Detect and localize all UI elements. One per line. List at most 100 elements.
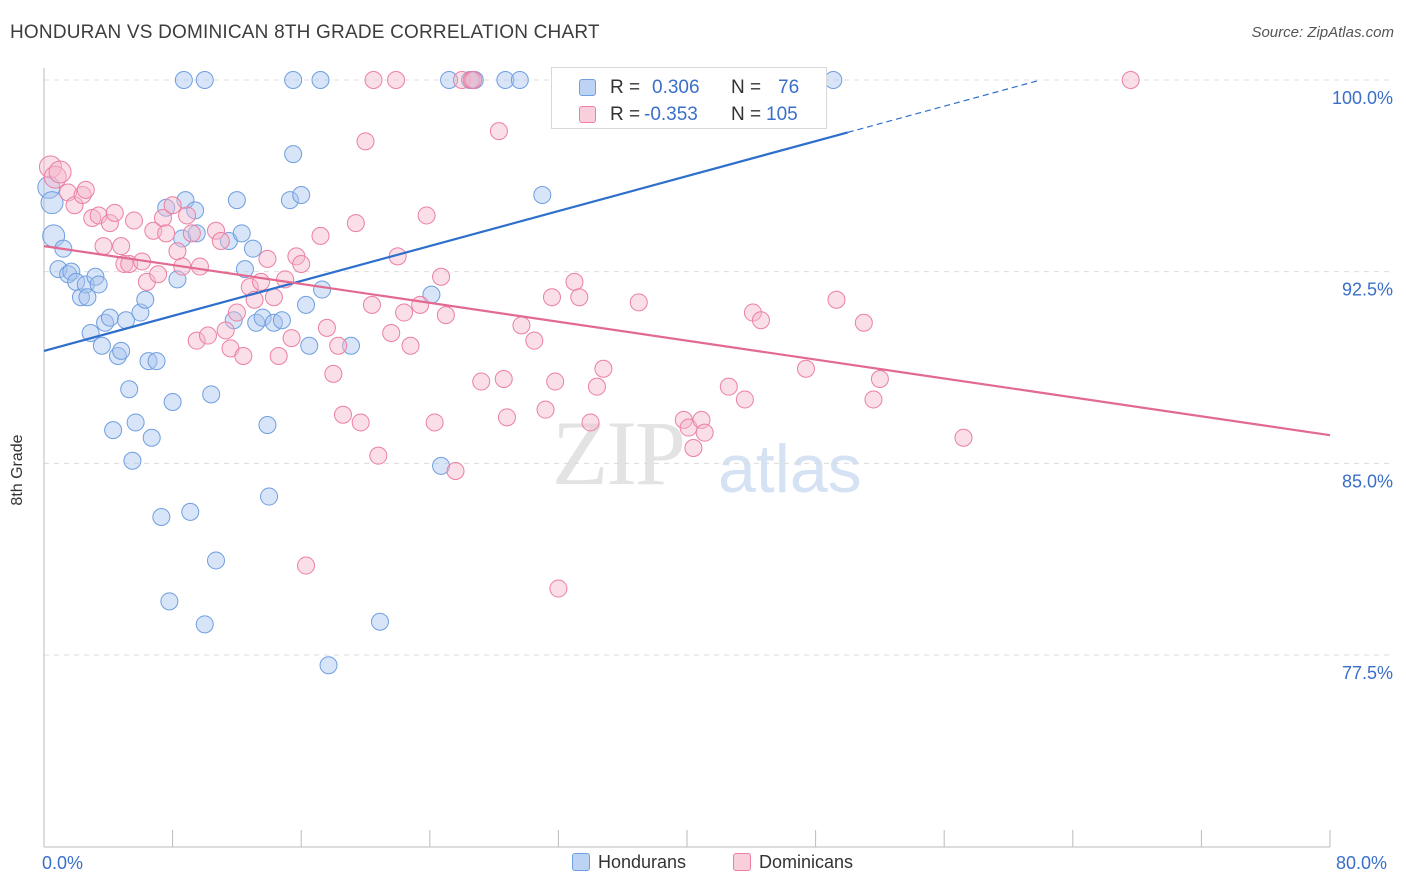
point-dominicans <box>252 272 271 291</box>
point-dominicans <box>364 71 383 89</box>
point-dominicans <box>207 221 226 240</box>
point-dominicans <box>227 303 246 322</box>
point-dominicans <box>153 209 172 227</box>
point-hondurans <box>187 224 206 243</box>
source-credit: Source: ZipAtlas.com <box>1251 24 1394 41</box>
point-dominicans <box>211 232 230 250</box>
point-dominicans <box>356 132 375 151</box>
bottom-legend-swatch-hondurans <box>572 853 590 871</box>
point-dominicans <box>570 288 589 307</box>
bottom-legend-hondurans: Hondurans <box>572 852 686 873</box>
point-dominicans <box>549 579 568 598</box>
point-hondurans <box>280 191 299 210</box>
point-dominicans <box>542 288 561 307</box>
point-dominicans <box>346 214 365 233</box>
point-dominicans <box>73 186 92 204</box>
point-dominicans <box>297 556 316 575</box>
point-hondurans <box>96 313 115 332</box>
legend-row-dominicans: R = -0.353 N = 105 <box>552 102 828 128</box>
point-hondurans <box>432 456 451 475</box>
point-dominicans <box>587 377 606 396</box>
point-dominicans <box>796 359 815 378</box>
point-hondurans <box>104 421 123 440</box>
point-dominicans <box>333 405 352 424</box>
point-dominicans <box>105 203 124 222</box>
point-dominicans <box>168 242 187 261</box>
legend-n-value: 76 <box>778 77 800 98</box>
point-hondurans <box>174 71 193 89</box>
point-hondurans <box>300 336 319 355</box>
point-dominicans <box>292 255 311 273</box>
point-hondurans <box>112 341 131 360</box>
point-dominicans <box>870 370 889 388</box>
point-dominicans <box>827 290 846 309</box>
point-hondurans <box>258 416 277 434</box>
point-hondurans <box>147 352 166 371</box>
point-hondurans <box>370 612 389 631</box>
point-dominicans <box>369 446 388 465</box>
trendline-dominicans <box>43 245 1331 437</box>
point-hondurans <box>496 71 515 89</box>
point-dominicans <box>198 326 217 345</box>
legend-n-label: N = <box>731 77 762 98</box>
bottom-legend-dominicans: Dominicans <box>733 852 853 873</box>
point-hondurans <box>78 288 97 307</box>
bottom-legend-label: Hondurans <box>598 852 687 872</box>
point-dominicans <box>684 439 703 457</box>
point-dominicans <box>324 364 343 383</box>
point-dominicans <box>525 331 544 350</box>
point-dominicans <box>282 329 301 348</box>
point-hondurans <box>440 71 459 89</box>
point-dominicans <box>594 359 613 378</box>
point-hondurans <box>253 308 272 327</box>
point-dominicans <box>536 400 555 419</box>
point-dominicans <box>178 206 197 225</box>
point-hondurans <box>292 186 311 204</box>
point-dominicans <box>216 321 235 340</box>
point-dominicans <box>190 257 209 276</box>
point-dominicans <box>954 428 973 447</box>
point-dominicans <box>76 180 95 199</box>
point-hondurans <box>152 508 171 526</box>
point-dominicans <box>695 423 714 442</box>
point-dominicans <box>854 313 873 332</box>
point-dominicans <box>311 226 330 245</box>
legend-n-label: N = <box>731 104 762 125</box>
point-hondurans <box>232 224 251 243</box>
legend-r-label: R = <box>610 77 641 98</box>
point-dominicans <box>546 372 565 391</box>
point-hondurans <box>510 71 529 89</box>
legend-n-value: 105 <box>766 104 798 125</box>
point-dominicans <box>472 372 491 391</box>
point-dominicans <box>401 336 420 355</box>
point-hondurans <box>123 451 142 470</box>
point-dominicans <box>565 272 584 291</box>
point-dominicans <box>751 311 770 330</box>
point-dominicans <box>512 316 531 335</box>
legend-swatch-dominicans <box>579 106 596 123</box>
point-hondurans <box>260 487 279 506</box>
point-hondurans <box>108 347 127 365</box>
x-tick-label-min: 0.0% <box>42 853 84 873</box>
point-dominicans <box>382 324 401 342</box>
point-dominicans <box>115 255 134 273</box>
legend-swatch-hondurans <box>579 79 596 96</box>
point-dominicans <box>1121 71 1140 89</box>
stats-legend: R = 0.306 N = 76 R = -0.353 N = 105 <box>551 67 827 129</box>
point-hondurans <box>181 502 200 521</box>
point-hondurans <box>136 290 155 309</box>
point-dominicans <box>362 295 381 314</box>
point-hondurans <box>311 71 330 89</box>
y-tick-label: 92.5% <box>1342 280 1393 300</box>
point-hondurans <box>342 336 361 355</box>
point-hondurans <box>272 311 291 330</box>
point-hondurans <box>284 71 303 89</box>
point-dominicans <box>425 413 444 432</box>
point-hondurans <box>195 71 214 89</box>
chart-title: HONDURAN VS DOMINICAN 8TH GRADE CORRELAT… <box>10 22 600 43</box>
bottom-legend-swatch-dominicans <box>733 853 751 871</box>
point-dominicans <box>317 318 336 337</box>
trendline-extension-hondurans <box>847 79 1041 133</box>
point-hondurans <box>62 262 81 281</box>
